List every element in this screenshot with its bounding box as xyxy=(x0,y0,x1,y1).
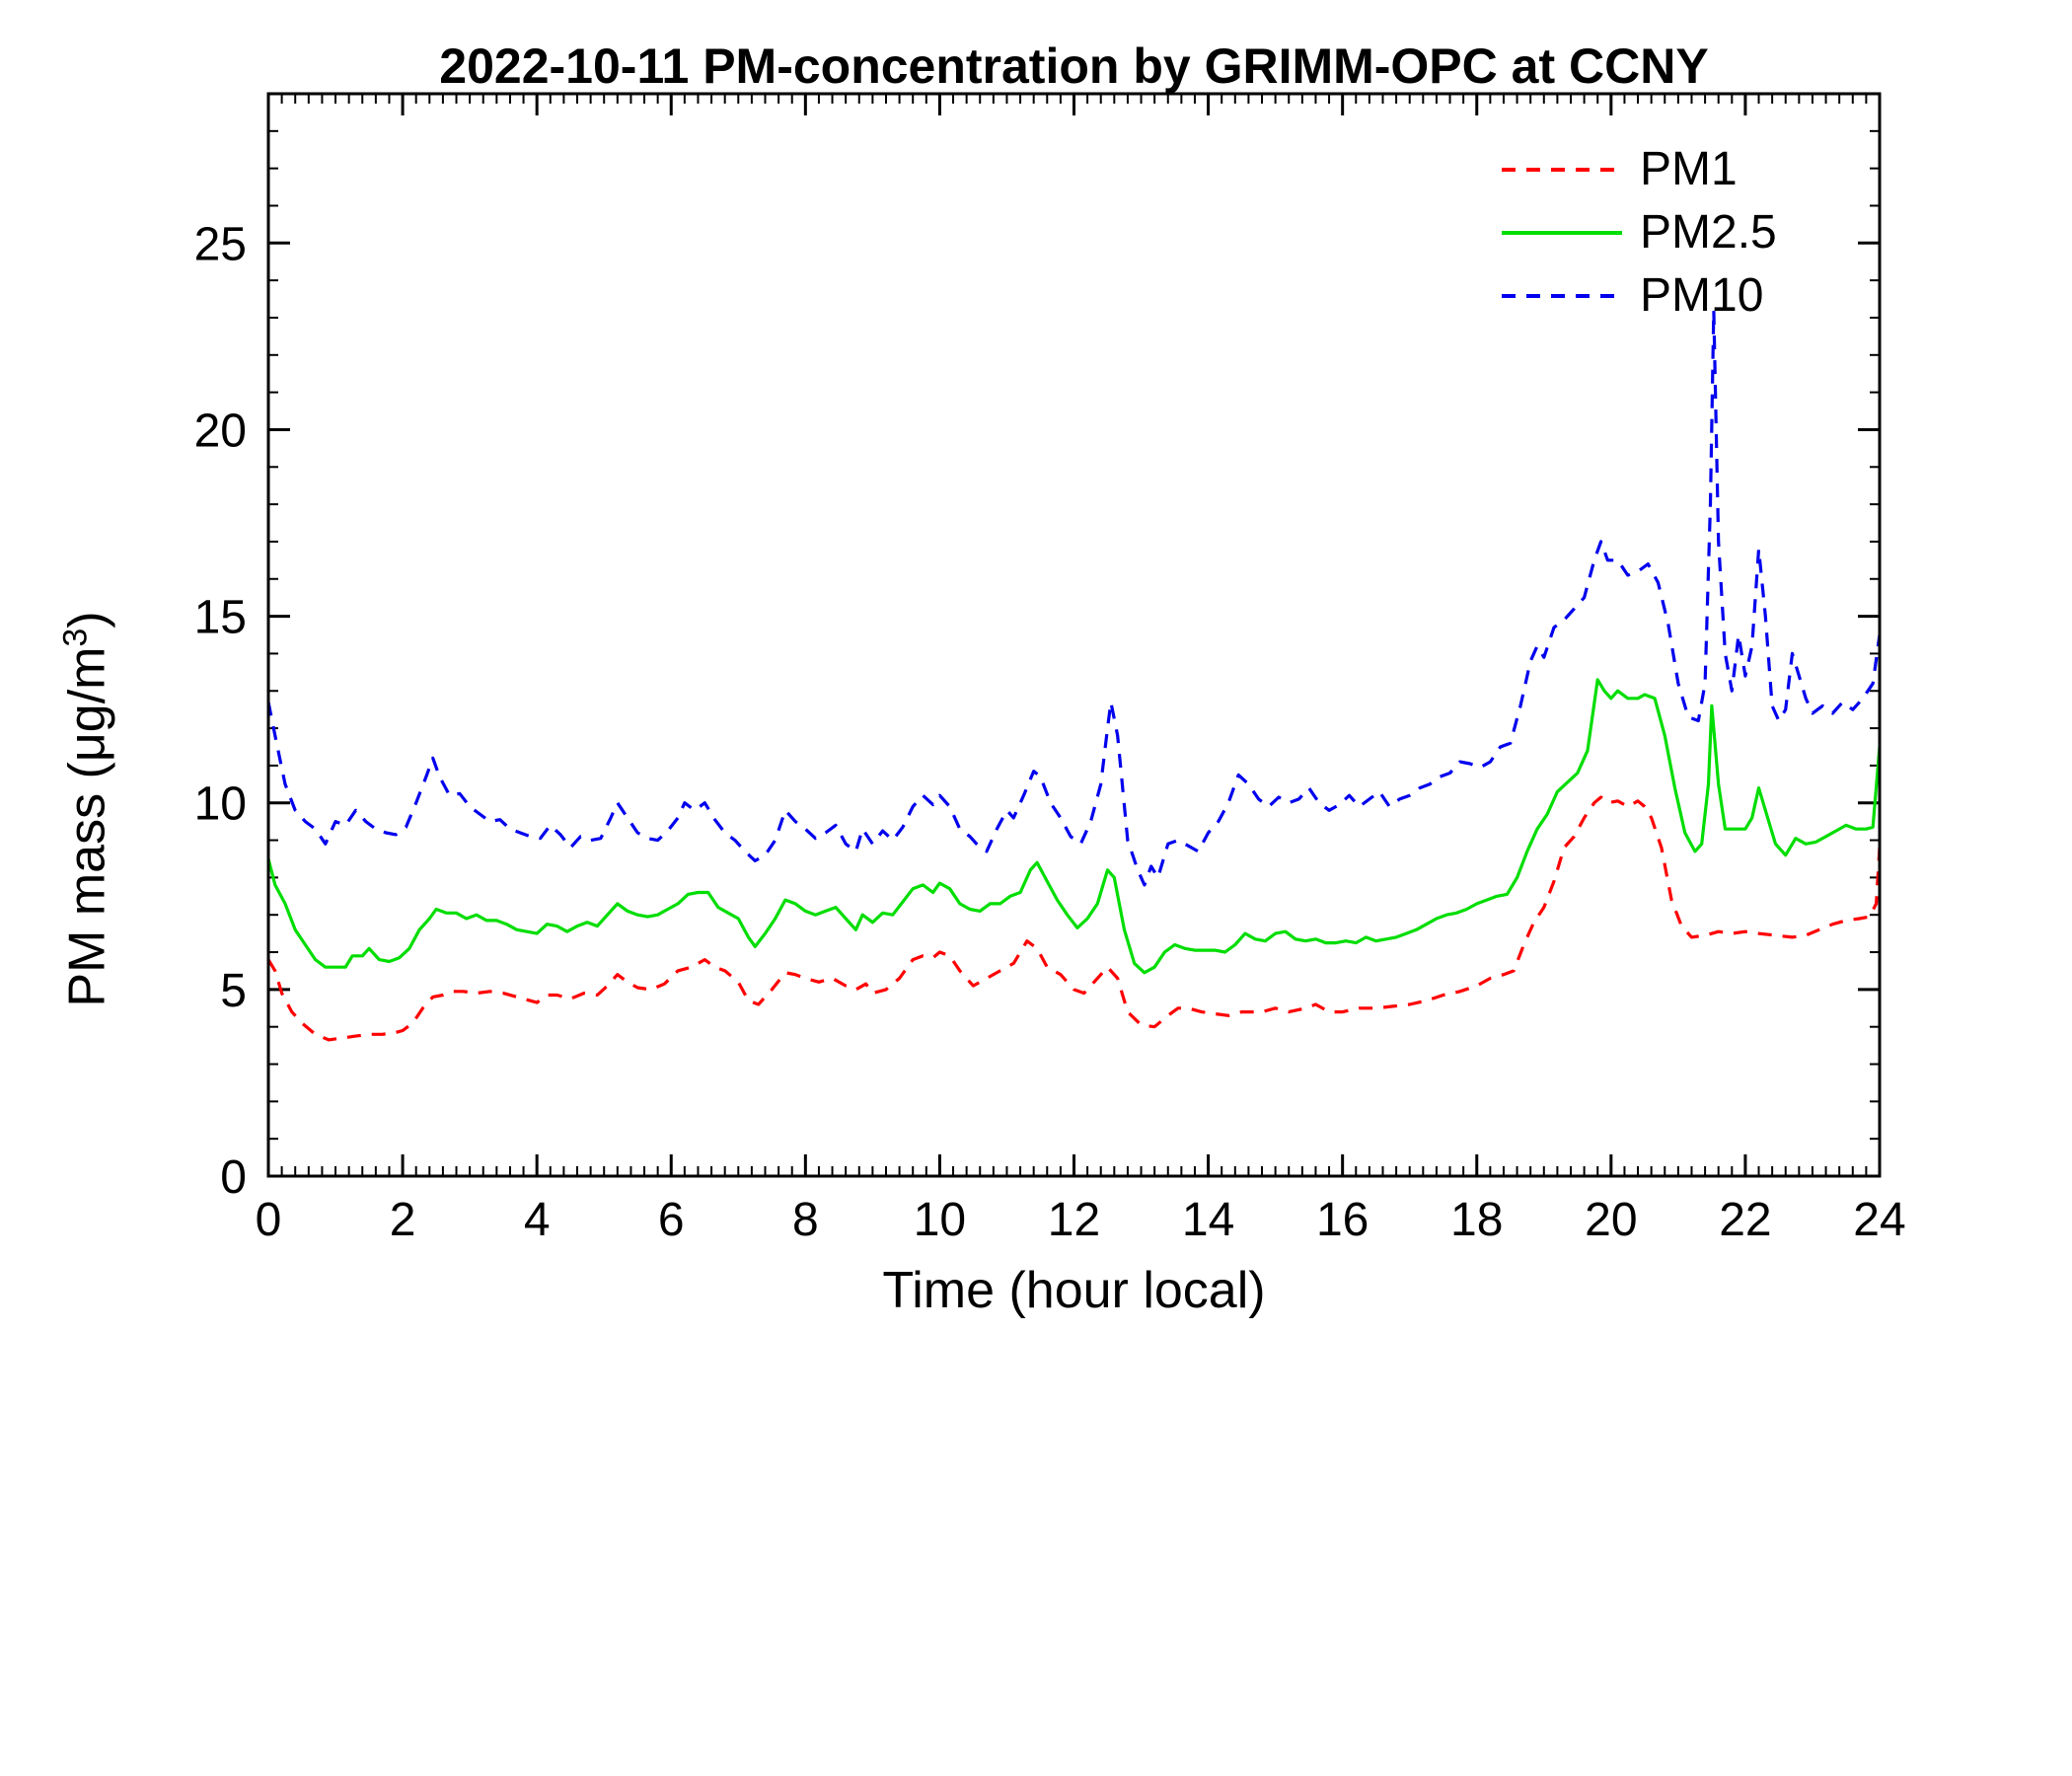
y-tick-label: 5 xyxy=(220,965,247,1017)
x-tick-label: 20 xyxy=(1585,1194,1637,1246)
legend: PM1 PM2.5 PM10 xyxy=(1500,138,1777,328)
x-tick-label: 8 xyxy=(792,1194,819,1246)
series-pm10-line xyxy=(266,308,1882,887)
y-axis-label-close: ) xyxy=(58,611,116,629)
x-tick-label: 18 xyxy=(1450,1194,1503,1246)
y-axis-label-superscript: 3 xyxy=(56,628,95,647)
x-tick-label: 14 xyxy=(1182,1194,1234,1246)
y-axis-label: PM mass (μg/m3) xyxy=(56,611,116,1006)
series-pm25-line xyxy=(266,678,1882,975)
legend-line-pm25-icon xyxy=(1502,231,1622,235)
legend-entry-pm10: PM10 xyxy=(1500,264,1777,328)
chart-title: 2022-10-11 PM-concentration by GRIMM-OPC… xyxy=(439,38,1709,94)
x-tick-label: 0 xyxy=(256,1194,282,1246)
x-tick-label: 2 xyxy=(390,1194,416,1246)
y-tick-label: 0 xyxy=(220,1151,247,1204)
x-tick-label: 6 xyxy=(658,1194,685,1246)
legend-label-pm1: PM1 xyxy=(1640,143,1738,195)
legend-line-pm10-icon xyxy=(1502,294,1622,298)
x-tick-label: 4 xyxy=(524,1194,551,1246)
x-tick-label: 16 xyxy=(1316,1194,1369,1246)
legend-line-pm1-icon xyxy=(1502,168,1622,172)
plot-frame xyxy=(266,92,1882,1178)
y-tick-label: 20 xyxy=(194,405,247,457)
legend-label-pm10: PM10 xyxy=(1640,269,1764,322)
y-tick-label: 15 xyxy=(194,592,247,644)
x-tick-label: 24 xyxy=(1853,1194,1905,1246)
legend-entry-pm25: PM2.5 xyxy=(1500,201,1777,264)
x-tick-label: 12 xyxy=(1048,1194,1100,1246)
legend-label-pm25: PM2.5 xyxy=(1640,206,1777,259)
y-axis-label-text: PM mass (μg/m xyxy=(58,646,116,1007)
legend-entry-pm1: PM1 xyxy=(1500,138,1777,201)
x-tick-label: 10 xyxy=(914,1194,966,1246)
x-axis-label: Time (hour local) xyxy=(882,1262,1266,1319)
series-pm1-line xyxy=(266,795,1882,1042)
y-tick-label: 25 xyxy=(194,218,247,270)
x-tick-label: 22 xyxy=(1719,1194,1771,1246)
y-tick-label: 10 xyxy=(194,778,247,831)
